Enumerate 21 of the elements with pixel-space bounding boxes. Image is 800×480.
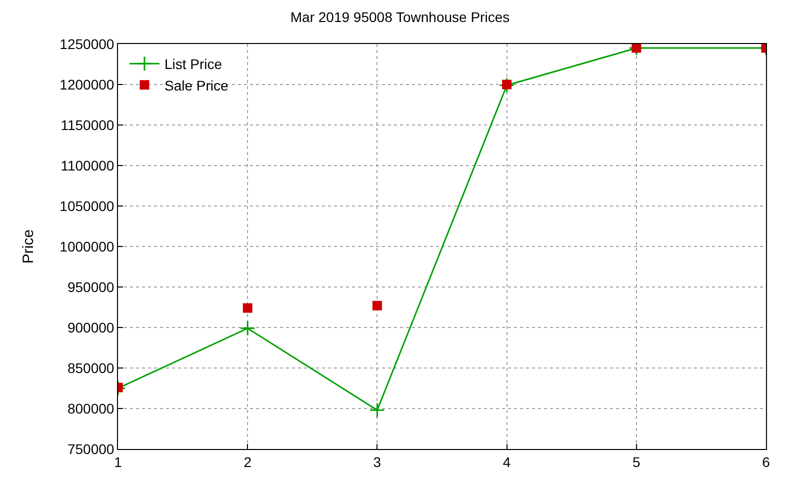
x-tick-label: 1 <box>114 454 122 470</box>
x-tick-label: 4 <box>502 454 511 470</box>
y-axis-title: Price <box>20 229 37 264</box>
y-tick-label: 800000 <box>67 400 114 416</box>
x-tick-label: 6 <box>762 454 770 470</box>
x-tick-label: 3 <box>373 454 382 470</box>
y-tick-label: 750000 <box>67 440 114 457</box>
y-tick-label: 1150000 <box>60 116 114 133</box>
x-tick-label: 5 <box>632 454 640 470</box>
legend-label: Sale Price <box>164 77 228 94</box>
y-tick-label: 950000 <box>67 278 114 295</box>
y-tick-label: 900000 <box>67 319 114 336</box>
y-tick-label: 850000 <box>67 360 114 376</box>
x-tick-label: 2 <box>244 454 252 470</box>
y-tick-label: 1100000 <box>60 157 114 174</box>
y-tick-label: 1250000 <box>60 36 114 52</box>
y-tick-label: 1200000 <box>60 76 114 92</box>
chart-title: Mar 2019 95008 Townhouse Prices <box>290 8 510 25</box>
y-tick-label: 1000000 <box>60 238 114 254</box>
legend-label: List Price <box>164 56 222 72</box>
y-tick-label: 1050000 <box>60 198 114 214</box>
